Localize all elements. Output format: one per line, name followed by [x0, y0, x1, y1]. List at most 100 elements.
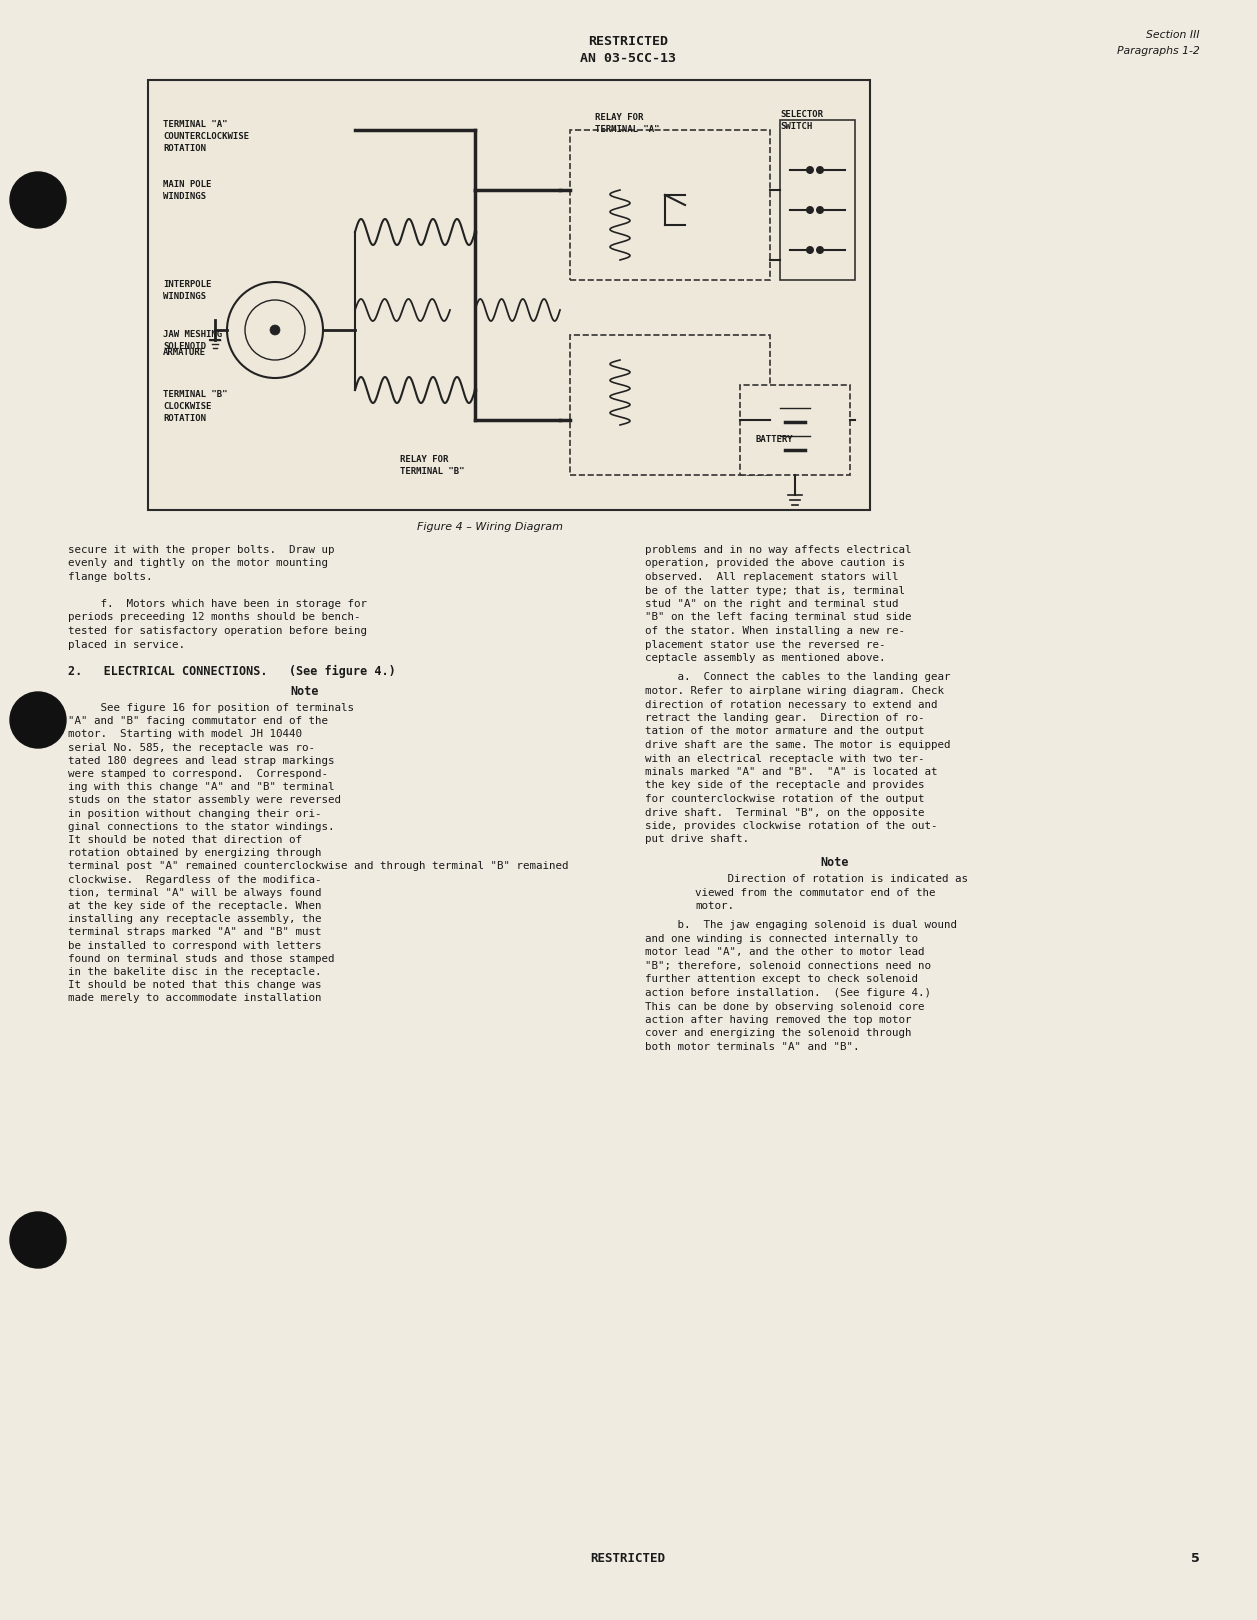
Circle shape: [816, 206, 825, 214]
Text: INTERPOLE: INTERPOLE: [163, 280, 211, 288]
Text: CLOCKWISE: CLOCKWISE: [163, 402, 211, 411]
Text: found on terminal studs and those stamped: found on terminal studs and those stampe…: [68, 954, 334, 964]
Circle shape: [10, 1212, 67, 1268]
Text: Figure 4 – Wiring Diagram: Figure 4 – Wiring Diagram: [417, 522, 563, 531]
Text: RELAY FOR: RELAY FOR: [595, 113, 644, 121]
Text: tated 180 degrees and lead strap markings: tated 180 degrees and lead strap marking…: [68, 757, 334, 766]
Circle shape: [10, 172, 67, 228]
Text: drive shaft are the same. The motor is equipped: drive shaft are the same. The motor is e…: [645, 740, 950, 750]
Text: put drive shaft.: put drive shaft.: [645, 834, 749, 844]
Text: made merely to accommodate installation: made merely to accommodate installation: [68, 993, 322, 1003]
Text: be installed to correspond with letters: be installed to correspond with letters: [68, 941, 322, 951]
Circle shape: [806, 206, 815, 214]
Text: tion, terminal "A" will be always found: tion, terminal "A" will be always found: [68, 888, 322, 897]
Text: ceptacle assembly as mentioned above.: ceptacle assembly as mentioned above.: [645, 653, 885, 663]
Text: ginal connections to the stator windings.: ginal connections to the stator windings…: [68, 821, 334, 831]
Text: observed.  All replacement stators will: observed. All replacement stators will: [645, 572, 899, 582]
Text: terminal straps marked "A" and "B" must: terminal straps marked "A" and "B" must: [68, 927, 322, 938]
Text: RELAY FOR: RELAY FOR: [400, 455, 449, 463]
Text: were stamped to correspond.  Correspond-: were stamped to correspond. Correspond-: [68, 770, 328, 779]
Text: Direction of rotation is indicated as: Direction of rotation is indicated as: [695, 875, 968, 885]
Text: TERMINAL "A": TERMINAL "A": [595, 125, 660, 134]
Text: the key side of the receptacle and provides: the key side of the receptacle and provi…: [645, 781, 924, 791]
Text: at the key side of the receptacle. When: at the key side of the receptacle. When: [68, 901, 322, 910]
Circle shape: [816, 246, 825, 254]
Text: It should be noted that this change was: It should be noted that this change was: [68, 980, 322, 990]
Text: RESTRICTED: RESTRICTED: [591, 1552, 665, 1565]
Text: f.  Motors which have been in storage for: f. Motors which have been in storage for: [68, 599, 367, 609]
Bar: [148, 79, 870, 510]
Text: clockwise.  Regardless of the modifica-: clockwise. Regardless of the modifica-: [68, 875, 322, 885]
Text: operation, provided the above caution is: operation, provided the above caution is: [645, 559, 905, 569]
Circle shape: [270, 326, 280, 335]
Bar: [569, 130, 771, 280]
Text: tested for satisfactory operation before being: tested for satisfactory operation before…: [68, 625, 367, 637]
Text: motor lead "A", and the other to motor lead: motor lead "A", and the other to motor l…: [645, 948, 924, 957]
Text: motor.: motor.: [695, 901, 734, 910]
Circle shape: [806, 165, 815, 173]
Text: Note: Note: [290, 685, 319, 698]
Text: both motor terminals "A" and "B".: both motor terminals "A" and "B".: [645, 1042, 860, 1051]
Text: secure it with the proper bolts.  Draw up: secure it with the proper bolts. Draw up: [68, 544, 334, 556]
Text: Section III: Section III: [1146, 31, 1200, 40]
Text: rotation obtained by energizing through: rotation obtained by energizing through: [68, 849, 322, 859]
Text: a.  Connect the cables to the landing gear: a. Connect the cables to the landing gea…: [645, 672, 950, 682]
Text: flange bolts.: flange bolts.: [68, 572, 152, 582]
Text: problems and in no way affects electrical: problems and in no way affects electrica…: [645, 544, 911, 556]
Text: for counterclockwise rotation of the output: for counterclockwise rotation of the out…: [645, 794, 924, 804]
Text: AN 03-5CC-13: AN 03-5CC-13: [579, 52, 676, 65]
Text: placed in service.: placed in service.: [68, 640, 185, 650]
Text: TERMINAL "A": TERMINAL "A": [163, 120, 228, 130]
Text: SOLENOID: SOLENOID: [163, 342, 206, 352]
Text: installing any receptacle assembly, the: installing any receptacle assembly, the: [68, 914, 322, 923]
Text: JAW MESHING: JAW MESHING: [163, 330, 222, 339]
Text: be of the latter type; that is, terminal: be of the latter type; that is, terminal: [645, 585, 905, 596]
Text: direction of rotation necessary to extend and: direction of rotation necessary to exten…: [645, 700, 938, 710]
Text: RESTRICTED: RESTRICTED: [588, 36, 667, 49]
Text: in position without changing their ori-: in position without changing their ori-: [68, 808, 322, 818]
Text: tation of the motor armature and the output: tation of the motor armature and the out…: [645, 726, 924, 737]
Text: in the bakelite disc in the receptacle.: in the bakelite disc in the receptacle.: [68, 967, 322, 977]
Text: COUNTERCLOCKWISE: COUNTERCLOCKWISE: [163, 131, 249, 141]
Bar: [781, 120, 855, 280]
Circle shape: [816, 165, 825, 173]
Circle shape: [10, 692, 67, 748]
Text: placement stator use the reversed re-: placement stator use the reversed re-: [645, 640, 885, 650]
Text: further attention except to check solenoid: further attention except to check soleno…: [645, 975, 918, 985]
Text: ROTATION: ROTATION: [163, 144, 206, 152]
Text: Note: Note: [821, 855, 850, 868]
Text: evenly and tightly on the motor mounting: evenly and tightly on the motor mounting: [68, 559, 328, 569]
Text: with an electrical receptacle with two ter-: with an electrical receptacle with two t…: [645, 753, 924, 763]
Text: SELECTOR: SELECTOR: [781, 110, 823, 118]
Circle shape: [806, 246, 815, 254]
Text: minals marked "A" and "B".  "A" is located at: minals marked "A" and "B". "A" is locate…: [645, 766, 938, 778]
Text: periods preceeding 12 months should be bench-: periods preceeding 12 months should be b…: [68, 612, 361, 622]
Text: It should be noted that direction of: It should be noted that direction of: [68, 834, 302, 846]
Text: "A" and "B" facing commutator end of the: "A" and "B" facing commutator end of the: [68, 716, 328, 726]
Text: viewed from the commutator end of the: viewed from the commutator end of the: [695, 888, 935, 897]
Text: SWITCH: SWITCH: [781, 122, 812, 131]
Bar: [569, 335, 771, 475]
Text: action before installation.  (See figure 4.): action before installation. (See figure …: [645, 988, 931, 998]
Text: This can be done by observing solenoid core: This can be done by observing solenoid c…: [645, 1001, 924, 1011]
Text: "B"; therefore, solenoid connections need no: "B"; therefore, solenoid connections nee…: [645, 961, 931, 970]
Text: See figure 16 for position of terminals: See figure 16 for position of terminals: [68, 703, 354, 713]
Text: ROTATION: ROTATION: [163, 415, 206, 423]
Text: b.  The jaw engaging solenoid is dual wound: b. The jaw engaging solenoid is dual wou…: [645, 920, 957, 930]
Bar: [740, 386, 850, 475]
Text: "B" on the left facing terminal stud side: "B" on the left facing terminal stud sid…: [645, 612, 911, 622]
Text: 5: 5: [1192, 1552, 1200, 1565]
Text: motor.  Starting with model JH 10440: motor. Starting with model JH 10440: [68, 729, 302, 739]
Text: studs on the stator assembly were reversed: studs on the stator assembly were revers…: [68, 795, 341, 805]
Text: WINDINGS: WINDINGS: [163, 292, 206, 301]
Text: motor. Refer to airplane wiring diagram. Check: motor. Refer to airplane wiring diagram.…: [645, 685, 944, 697]
Text: drive shaft.  Terminal "B", on the opposite: drive shaft. Terminal "B", on the opposi…: [645, 807, 924, 818]
Text: WINDINGS: WINDINGS: [163, 193, 206, 201]
Text: terminal post "A" remained counterclockwise and through terminal "B" remained: terminal post "A" remained counterclockw…: [68, 862, 568, 872]
Text: stud "A" on the right and terminal stud: stud "A" on the right and terminal stud: [645, 599, 899, 609]
Text: serial No. 585, the receptacle was ro-: serial No. 585, the receptacle was ro-: [68, 742, 316, 753]
Text: Paragraphs 1-2: Paragraphs 1-2: [1117, 45, 1200, 57]
Text: cover and energizing the solenoid through: cover and energizing the solenoid throug…: [645, 1029, 911, 1038]
Text: 2.   ELECTRICAL CONNECTIONS.   (See figure 4.): 2. ELECTRICAL CONNECTIONS. (See figure 4…: [68, 664, 396, 679]
Text: retract the landing gear.  Direction of ro-: retract the landing gear. Direction of r…: [645, 713, 924, 723]
